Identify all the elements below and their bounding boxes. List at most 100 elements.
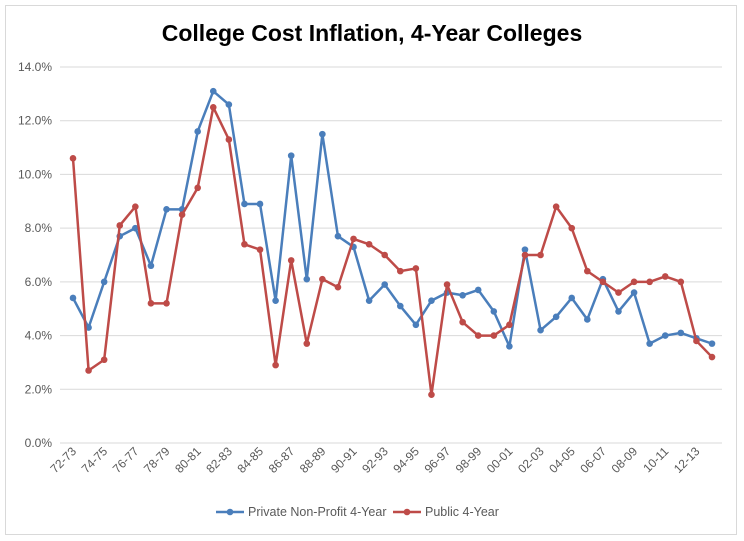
series-line-1 bbox=[71, 106, 713, 396]
x-tick-label: 04-05 bbox=[546, 444, 578, 476]
data-point bbox=[381, 251, 389, 259]
data-point bbox=[537, 326, 544, 334]
legend-label-0: Private Non-Profit 4-Year bbox=[248, 505, 387, 519]
data-point bbox=[474, 286, 482, 294]
data-point bbox=[708, 340, 716, 347]
data-point bbox=[646, 340, 653, 347]
data-point bbox=[100, 356, 108, 364]
data-point bbox=[599, 278, 607, 286]
data-point bbox=[428, 297, 435, 304]
data-point bbox=[537, 251, 544, 259]
data-point bbox=[490, 308, 498, 315]
y-tick-label: 0.0% bbox=[25, 436, 53, 450]
data-point bbox=[646, 278, 653, 286]
data-point bbox=[459, 318, 466, 326]
data-point bbox=[677, 278, 685, 286]
data-point bbox=[241, 240, 248, 248]
data-point bbox=[521, 251, 529, 259]
data-point bbox=[209, 87, 217, 95]
x-tick-label: 02-03 bbox=[515, 444, 547, 476]
data-point bbox=[412, 321, 420, 329]
data-point bbox=[147, 300, 155, 307]
data-point bbox=[552, 313, 560, 321]
x-tick-label: 98-99 bbox=[453, 444, 485, 476]
data-point bbox=[319, 130, 326, 138]
data-point bbox=[163, 300, 170, 307]
data-point bbox=[396, 267, 404, 275]
data-point bbox=[365, 240, 373, 248]
data-point bbox=[69, 294, 77, 302]
x-tick-label: 12-13 bbox=[671, 444, 703, 476]
data-point bbox=[132, 203, 139, 210]
data-point bbox=[334, 232, 342, 240]
data-point bbox=[708, 353, 716, 361]
legend-label-1: Public 4-Year bbox=[425, 505, 499, 519]
data-point bbox=[163, 206, 170, 213]
x-tick-label: 74-75 bbox=[79, 444, 111, 476]
data-point bbox=[334, 283, 342, 291]
data-point bbox=[615, 289, 622, 296]
data-point bbox=[661, 273, 669, 280]
x-tick-label: 00-01 bbox=[484, 444, 516, 476]
data-point bbox=[584, 316, 591, 323]
y-tick-label: 8.0% bbox=[25, 221, 53, 235]
y-tick-label: 2.0% bbox=[25, 382, 53, 396]
data-point bbox=[568, 294, 576, 302]
data-point bbox=[584, 267, 591, 275]
x-tick-label: 76-77 bbox=[110, 444, 142, 476]
x-tick-label: 90-91 bbox=[328, 444, 360, 476]
x-tick-label: 94-95 bbox=[390, 444, 422, 476]
data-point bbox=[272, 297, 279, 304]
series-line-0 bbox=[71, 89, 713, 348]
x-tick-label: 08-09 bbox=[609, 444, 641, 476]
data-point bbox=[178, 211, 186, 219]
data-point bbox=[615, 308, 622, 315]
data-point bbox=[287, 257, 295, 264]
chart-title: College Cost Inflation, 4-Year Colleges bbox=[161, 20, 583, 46]
data-point bbox=[661, 332, 669, 339]
data-point bbox=[256, 246, 264, 253]
data-point bbox=[303, 340, 311, 347]
data-point bbox=[256, 200, 264, 208]
x-tick-label: 96-97 bbox=[422, 444, 454, 476]
data-point bbox=[521, 246, 529, 253]
data-point bbox=[443, 281, 451, 288]
data-point bbox=[506, 321, 513, 329]
x-tick-label: 80-81 bbox=[172, 444, 204, 476]
data-point bbox=[225, 136, 233, 143]
data-point bbox=[365, 297, 373, 304]
x-tick-label: 86-87 bbox=[266, 444, 298, 476]
data-point bbox=[552, 203, 560, 210]
data-point bbox=[396, 302, 404, 310]
data-point bbox=[459, 291, 466, 299]
y-tick-label: 4.0% bbox=[25, 329, 53, 343]
legend-marker-1 bbox=[403, 508, 411, 516]
data-point bbox=[568, 224, 576, 232]
data-point bbox=[272, 361, 279, 369]
data-point bbox=[241, 200, 248, 208]
data-point bbox=[194, 184, 201, 192]
data-point bbox=[693, 337, 700, 345]
y-tick-label: 6.0% bbox=[25, 275, 53, 289]
x-tick-label: 10-11 bbox=[640, 444, 671, 475]
data-point bbox=[506, 343, 513, 350]
x-tick-label: 06-07 bbox=[577, 444, 609, 476]
y-tick-label: 10.0% bbox=[18, 167, 52, 181]
data-point bbox=[677, 329, 685, 337]
chart-frame bbox=[5, 5, 737, 535]
data-point bbox=[85, 324, 92, 331]
y-tick-label: 12.0% bbox=[18, 114, 52, 128]
legend-marker-0 bbox=[226, 508, 234, 516]
y-tick-label: 14.0% bbox=[18, 60, 52, 74]
data-point bbox=[132, 224, 139, 232]
data-point bbox=[116, 222, 124, 229]
data-point bbox=[85, 367, 92, 374]
data-point bbox=[147, 262, 155, 270]
x-tick-label: 82-83 bbox=[203, 444, 235, 476]
x-tick-label: 72-73 bbox=[48, 444, 80, 476]
data-point bbox=[474, 332, 482, 339]
data-point bbox=[490, 332, 498, 339]
data-point bbox=[428, 391, 435, 398]
